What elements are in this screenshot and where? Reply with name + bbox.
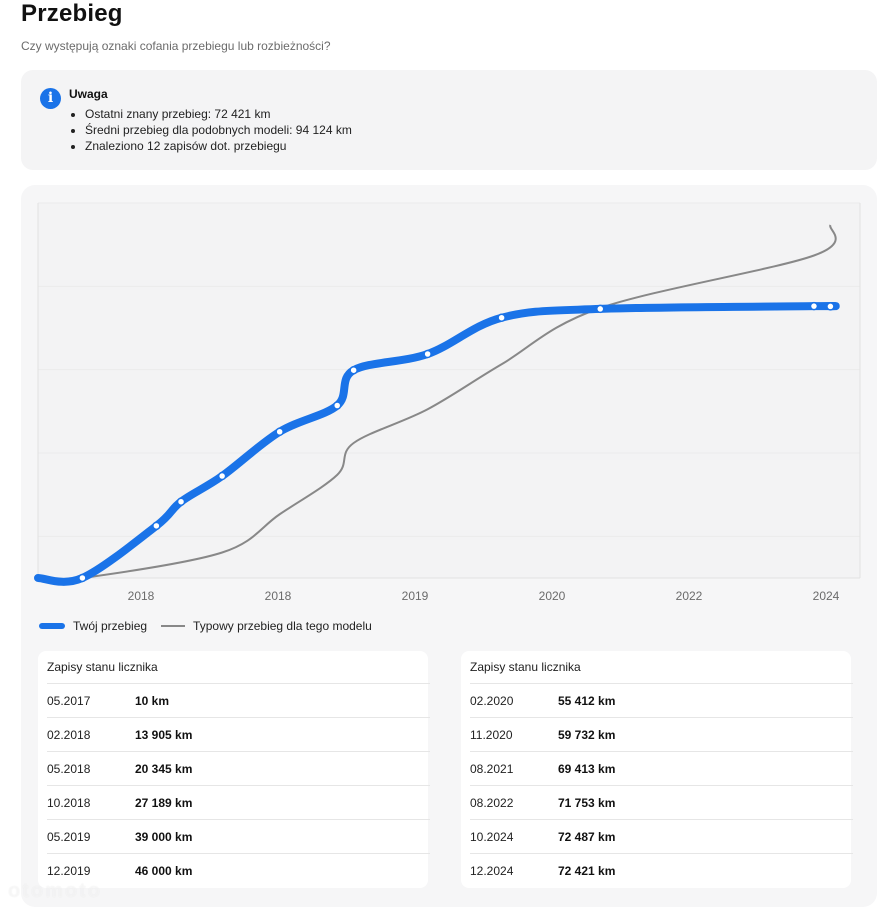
row-value: 10 km xyxy=(135,694,170,708)
row-value: 71 753 km xyxy=(558,796,616,810)
table-row: 12.2024 72 421 km xyxy=(470,853,853,887)
table-title: Zapisy stanu licznika xyxy=(470,660,581,674)
data-point xyxy=(78,573,87,583)
x-tick-label: 2019 xyxy=(402,589,429,603)
row-date: 12.2024 xyxy=(470,864,514,878)
chart-legend: Twój przebieg Typowy przebieg dla tego m… xyxy=(39,618,372,634)
row-date: 11.2020 xyxy=(470,728,513,742)
x-tick-label: 2018 xyxy=(265,589,292,603)
x-tick-label: 2020 xyxy=(539,589,566,603)
table-row: 08.2022 71 753 km xyxy=(470,785,853,819)
row-value: 20 345 km xyxy=(135,762,193,776)
data-point xyxy=(152,521,161,531)
data-point xyxy=(497,313,506,322)
x-tick-label: 2022 xyxy=(676,589,703,603)
row-value: 72 487 km xyxy=(558,830,616,844)
row-value: 13 905 km xyxy=(135,728,193,742)
row-date: 08.2022 xyxy=(470,796,514,810)
watermark-logo: otomoto xyxy=(8,880,102,902)
table-row: 05.2017 10 km xyxy=(47,683,430,717)
info-icon: i xyxy=(40,88,61,109)
alert-title: Uwaga xyxy=(69,87,108,101)
table-row: 02.2020 55 412 km xyxy=(470,683,853,717)
typical-mileage-line xyxy=(37,224,837,581)
table-row: 10.2024 72 487 km xyxy=(470,819,853,853)
odometer-table-left: Zapisy stanu licznika 05.2017 10 km 02.20… xyxy=(38,651,430,888)
table-row: 02.2018 13 905 km xyxy=(47,717,430,751)
page-title: Przebieg xyxy=(21,0,123,27)
legend-own-label: Twój przebieg xyxy=(73,619,148,633)
row-date: 10.2018 xyxy=(47,796,91,810)
mileage-chart: 2018 2018 2019 2020 2022 2024 xyxy=(34,202,861,603)
data-point xyxy=(176,497,186,506)
legend-typical-swatch xyxy=(161,625,186,627)
alert-item: Ostatni znany przebieg: 72 421 km xyxy=(85,106,352,122)
row-date: 10.2024 xyxy=(470,830,514,844)
row-value: 55 412 km xyxy=(558,694,616,708)
row-date: 08.2021 xyxy=(470,762,514,776)
plot-area xyxy=(38,203,860,578)
row-date: 05.2019 xyxy=(47,830,91,844)
row-value: 46 000 km xyxy=(135,864,193,878)
alert-list: Ostatni znany przebieg: 72 421 km Średni… xyxy=(69,106,352,154)
table-row: 10.2018 27 189 km xyxy=(47,785,430,819)
row-value: 69 413 km xyxy=(558,762,616,776)
row-value: 59 732 km xyxy=(558,728,616,742)
x-tick-label: 2018 xyxy=(128,589,155,603)
table-row: 12.2019 46 000 km xyxy=(47,853,430,887)
warning-alert: i Uwaga Ostatni znany przebieg: 72 421 k… xyxy=(21,70,877,170)
row-date: 12.2019 xyxy=(47,864,91,878)
row-date: 02.2020 xyxy=(470,694,514,708)
page-subtitle: Czy występują oznaki cofania przebiegu l… xyxy=(21,39,331,53)
table-row: 08.2021 69 413 km xyxy=(470,751,853,785)
legend-typical-label: Typowy przebieg dla tego modelu xyxy=(193,619,372,633)
legend-own-swatch xyxy=(39,623,65,629)
table-row: 05.2018 20 345 km xyxy=(47,751,430,785)
data-point xyxy=(349,365,358,375)
data-point xyxy=(595,304,605,314)
row-value: 72 421 km xyxy=(558,864,616,878)
table-row: 05.2019 39 000 km xyxy=(47,819,430,853)
table-row: 11.2020 59 732 km xyxy=(470,717,853,751)
row-value: 39 000 km xyxy=(135,830,193,844)
data-point xyxy=(275,427,284,436)
data-point xyxy=(332,401,342,410)
data-point xyxy=(423,349,432,359)
row-date: 02.2018 xyxy=(47,728,91,742)
data-point xyxy=(809,301,819,311)
x-tick-label: 2024 xyxy=(813,589,840,603)
row-value: 27 189 km xyxy=(135,796,193,810)
data-point xyxy=(826,302,835,311)
alert-item: Znaleziono 12 zapisów dot. przebiegu xyxy=(85,138,352,154)
table-title: Zapisy stanu licznika xyxy=(47,660,158,674)
row-date: 05.2018 xyxy=(47,762,91,776)
data-point xyxy=(217,471,227,481)
row-date: 05.2017 xyxy=(47,694,91,708)
odometer-table-right: Zapisy stanu licznika 02.2020 55 412 km 1… xyxy=(461,651,853,888)
alert-item: Średni przebieg dla podobnych modeli: 94… xyxy=(85,122,352,138)
